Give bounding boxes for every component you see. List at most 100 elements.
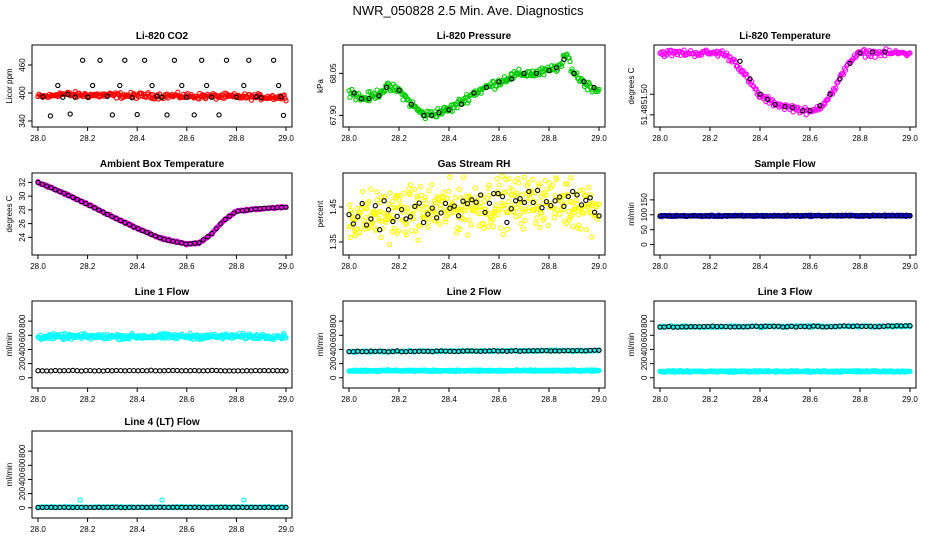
panel-8: Line 3 Flow ml/min 28.0 28.2 28.4 28.6 28.8 29.… <box>627 287 918 404</box>
data-point <box>118 367 124 374</box>
data-point <box>840 71 847 78</box>
x-tick-label: 29.0 <box>591 134 607 143</box>
data-point <box>496 182 503 188</box>
data-point <box>187 368 193 374</box>
data-point <box>719 48 725 54</box>
data-point <box>436 109 442 116</box>
data-point <box>583 197 589 204</box>
data-point <box>363 214 369 221</box>
data-point <box>126 222 133 228</box>
data-point <box>283 368 289 374</box>
data-point <box>472 185 479 191</box>
x-tick-label: 28.4 <box>441 395 457 404</box>
panel-5: Sample Flow ml/min 28.0 28.2 28.4 28.6 28.8 29.… <box>627 159 918 271</box>
data-point <box>505 199 511 205</box>
x-tick-label: 29.0 <box>902 395 918 404</box>
data-point <box>543 198 550 205</box>
data-point <box>444 195 451 202</box>
data-point <box>403 221 409 227</box>
x-tick-label: 28.6 <box>802 395 818 404</box>
data-point <box>591 84 597 91</box>
plot-frame <box>653 44 917 128</box>
series-1 <box>351 56 597 119</box>
data-point <box>213 225 220 232</box>
data-point <box>451 203 457 209</box>
data-point <box>460 198 466 204</box>
data-point <box>581 79 587 85</box>
x-tick-label: 29.0 <box>902 134 918 143</box>
data-point <box>536 180 542 187</box>
data-point <box>516 212 523 219</box>
data-point <box>458 101 465 107</box>
y-tick-label: 800 <box>18 314 27 328</box>
data-point <box>569 66 575 72</box>
data-point <box>109 368 115 374</box>
data-point <box>486 200 493 206</box>
data-point <box>385 213 392 220</box>
data-marks <box>346 347 602 375</box>
x-tick-label: 28.0 <box>30 525 46 534</box>
data-point <box>389 198 396 205</box>
x-tick-label: 28.8 <box>852 395 868 404</box>
plot-frame <box>31 172 293 256</box>
data-point <box>457 195 464 201</box>
data-point <box>407 214 414 220</box>
data-point <box>274 368 280 374</box>
data-point <box>61 368 67 374</box>
data-point <box>74 368 80 374</box>
x-tick-label: 29.0 <box>278 525 294 534</box>
data-point <box>570 223 576 229</box>
data-point <box>139 367 146 374</box>
data-point <box>57 368 63 374</box>
x-tick-label: 28.0 <box>341 262 357 271</box>
data-point <box>872 54 878 60</box>
panel-title: Gas Stream RH <box>438 159 511 170</box>
data-point <box>78 198 85 205</box>
data-point <box>203 82 210 89</box>
data-point <box>491 190 497 197</box>
data-point <box>209 367 215 374</box>
data-point <box>508 206 514 212</box>
data-point <box>104 211 111 218</box>
data-marks <box>346 173 602 248</box>
y-tick-label: 28 <box>18 205 27 214</box>
data-point <box>417 223 423 229</box>
y-tick-label: 600 <box>18 458 27 472</box>
data-point <box>491 208 498 215</box>
data-point <box>376 215 382 222</box>
plot-frame <box>653 300 917 389</box>
data-point <box>764 96 771 103</box>
data-point <box>152 233 159 239</box>
data-point <box>568 175 574 181</box>
data-point <box>596 367 602 374</box>
data-point <box>375 209 381 215</box>
data-point <box>534 187 541 194</box>
data-point <box>464 200 471 207</box>
data-point <box>205 368 211 374</box>
data-point <box>55 82 61 89</box>
data-point <box>52 367 59 374</box>
data-point <box>118 217 124 224</box>
series-2 <box>35 504 289 511</box>
data-marks <box>35 497 289 511</box>
data-point <box>587 192 594 198</box>
data-point <box>590 200 597 207</box>
data-point <box>907 212 913 219</box>
data-point <box>372 203 378 209</box>
data-point <box>852 54 859 60</box>
plot-frame <box>31 430 293 519</box>
data-point <box>553 65 560 71</box>
data-point <box>847 60 853 67</box>
data-point <box>545 222 551 229</box>
x-tick-label: 28.4 <box>129 262 145 271</box>
data-point <box>446 107 452 113</box>
data-point <box>533 220 539 226</box>
data-point <box>757 91 763 97</box>
data-point <box>413 228 419 235</box>
data-point <box>495 212 501 218</box>
data-point <box>209 230 215 237</box>
panel-7: Line 2 Flow ml/min 28.0 28.2 28.4 28.6 28.8 29.… <box>316 287 607 404</box>
data-point <box>475 210 482 217</box>
data-point <box>596 213 602 219</box>
x-tick-label: 28.2 <box>391 134 407 143</box>
